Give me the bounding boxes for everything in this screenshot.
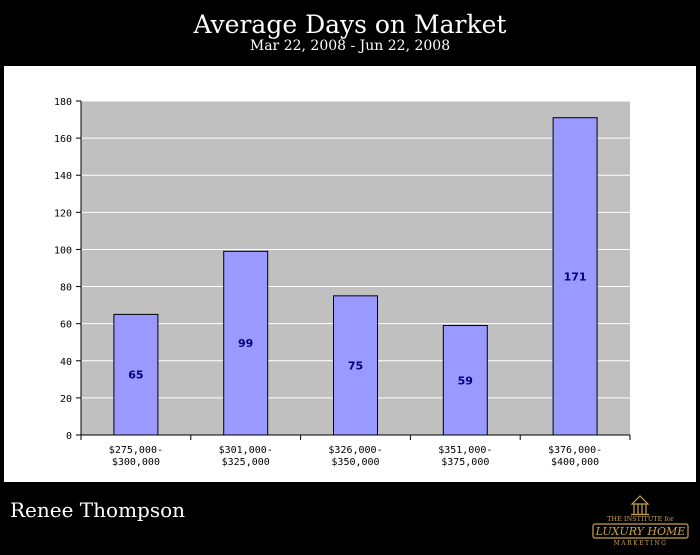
y-tick-label: 60	[60, 320, 72, 331]
x-category-label: $326,000-	[328, 445, 382, 456]
x-category-label: $275,000-	[109, 445, 163, 456]
institute-logo: THE INSTITUTE for LUXURY HOME MARKETING	[592, 495, 689, 546]
y-tick-label: 140	[54, 171, 72, 182]
chart-subtitle: Mar 22, 2008 - Jun 22, 2008	[249, 38, 451, 54]
bar-value-label: 171	[564, 270, 587, 283]
bar	[223, 250, 269, 436]
bar	[333, 295, 378, 436]
x-category-label: $351,000-	[438, 445, 492, 456]
y-tick-label: 80	[60, 283, 72, 294]
bar-chart: 0 20 40 60 80 100 120 140 160 180 65 $275,000-$300,…	[54, 97, 631, 468]
bar-value-label: 59	[458, 374, 473, 387]
bar-value-label: 65	[128, 369, 143, 382]
bar-value-label: 75	[348, 359, 363, 372]
y-tick-label: 100	[54, 245, 72, 256]
logo-line-1: THE INSTITUTE for	[607, 515, 675, 523]
chart-title: Average Days on Market	[193, 10, 507, 39]
x-category-label: $301,000-	[219, 445, 273, 456]
y-tick-label: 40	[60, 357, 72, 368]
logo-line-3: MARKETING	[614, 540, 668, 546]
bar-value-label: 99	[238, 337, 253, 350]
x-category-label: $375,000	[441, 457, 489, 468]
x-category-label: $350,000	[331, 457, 379, 468]
bar	[113, 313, 159, 436]
y-tick-label: 120	[54, 208, 72, 219]
y-tick-label: 20	[60, 394, 72, 405]
x-category-label: $325,000	[222, 457, 270, 468]
chart-panel: 0 20 40 60 80 100 120 140 160 180 65 $275,000- $300,…	[4, 66, 696, 482]
bar	[442, 325, 488, 436]
bar	[552, 117, 598, 436]
x-category-label: $300,000	[112, 457, 160, 468]
agent-name: Renee Thompson	[10, 498, 186, 522]
y-tick-label: 180	[54, 97, 72, 108]
y-tick-label: 160	[54, 134, 72, 145]
x-category-label: $376,000-	[548, 445, 602, 456]
y-tick-label: 0	[66, 431, 72, 442]
x-category-label: $400,000	[551, 457, 599, 468]
logo-line-2: LUXURY HOME	[595, 525, 686, 538]
